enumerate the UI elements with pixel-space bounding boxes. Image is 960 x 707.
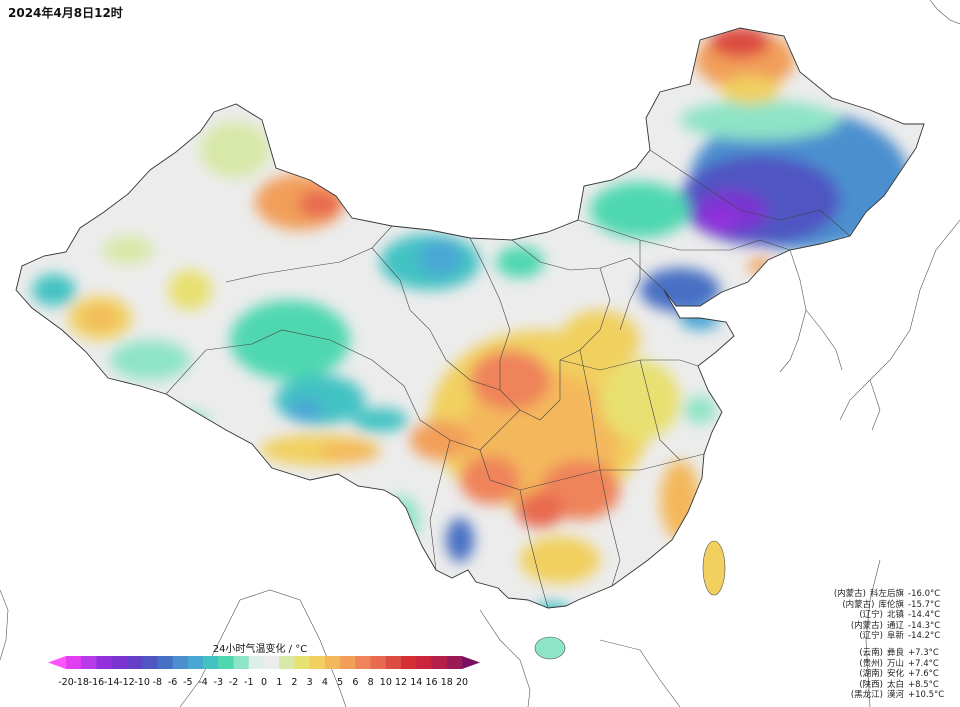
colorbar-swatch	[309, 656, 326, 669]
colorbar-swatch	[355, 656, 372, 669]
colorbar-tick-label: 12	[395, 677, 408, 688]
colorbar-swatch	[111, 656, 128, 669]
colorbar-over-arrow	[462, 656, 480, 669]
colorbar-swatch	[294, 656, 311, 669]
colorbar-tick-label: 1	[276, 677, 283, 688]
colorbar-tick-label: 20	[455, 677, 469, 688]
hainan-island	[534, 636, 566, 660]
colorbar-swatch	[264, 656, 280, 669]
colorbar-tick-label: -2	[228, 677, 239, 688]
colorbar-tick-label: -16	[88, 677, 105, 688]
colorbar-swatch	[96, 656, 113, 669]
colorbar-swatch	[157, 656, 174, 669]
colorbar-tick-label: -12	[119, 677, 135, 688]
colorbar-tick-label: 3	[306, 677, 313, 688]
colorbar-swatch	[385, 656, 402, 669]
colorbar-tick-label: 4	[321, 677, 328, 688]
colorbar-tick-label: -20	[58, 677, 74, 688]
station-row: (黑龙江) 漠河 +10.5°C	[850, 690, 945, 701]
colorbar-tick-label: 0	[260, 677, 268, 688]
colorbar-swatch	[142, 656, 158, 669]
colorbar-tick-label: 6	[352, 677, 359, 688]
province-borders	[165, 149, 851, 609]
china-border	[15, 27, 925, 609]
colorbar-swatch	[81, 656, 97, 669]
colorbar-swatch	[248, 656, 265, 669]
colorbar-swatch	[370, 656, 387, 669]
colorbar-tick-label: 8	[367, 677, 374, 688]
colorbar-tick-label: 2	[291, 677, 298, 688]
colorbar-swatch	[431, 656, 448, 669]
colorbar-swatch	[279, 656, 295, 669]
station-row: (云南) 彝良 +7.3°C	[859, 648, 939, 658]
colorbar-swatch	[416, 656, 433, 669]
station-row: (湖南) 安化 +7.6°C	[859, 669, 939, 680]
colorbar-tick-label: -5	[183, 677, 193, 688]
colorbar-tick-label: -1	[244, 677, 254, 688]
colorbar-swatch	[218, 656, 235, 669]
station-row: (贵州) 万山 +7.4°C	[859, 658, 939, 669]
map-title: 2024年4月8日12时	[8, 6, 123, 20]
legend-colorbar	[48, 656, 480, 669]
taiwan-island	[702, 540, 726, 596]
colorbar-tick-label: -8	[152, 677, 163, 688]
colorbar-tick-label: 18	[440, 677, 453, 688]
colorbar-tick-label: 10	[379, 677, 392, 688]
station-row: (辽宁) 阜新 -14.2°C	[859, 631, 941, 642]
colorbar-tick-label: -18	[73, 677, 89, 688]
station-row: (内蒙古) 库伦旗 -15.7°C	[842, 599, 941, 610]
colorbar-tick-label: -3	[213, 677, 224, 688]
colorbar-swatch	[187, 656, 204, 669]
warm-stations-list: (云南) 彝良 +7.3°C (贵州) 万山 +7.4°C (湖南) 安化 +7.6°C (…	[847, 648, 952, 701]
colorbar-swatch	[66, 656, 82, 669]
colorbar-tick-label: -4	[198, 677, 208, 688]
colorbar-swatch	[340, 656, 356, 669]
colorbar-tick-label: -6	[167, 677, 178, 688]
station-row: (内蒙古) 通辽 -14.3°C	[850, 620, 941, 631]
colorbar-under-arrow	[48, 656, 66, 669]
station-row: (陕西) 太白 +8.5°C	[859, 679, 939, 690]
colorbar-swatch	[401, 656, 417, 669]
colorbar-tick-label: 5	[337, 677, 344, 688]
colorbar-swatch	[126, 656, 143, 669]
colorbar-tick-label: 14	[410, 677, 423, 688]
colorbar-tick-label: -14	[103, 677, 120, 688]
colorbar-swatch	[233, 656, 250, 669]
colorbar-swatch	[203, 656, 219, 669]
station-row: (辽宁) 北镇 -14.4°C	[859, 610, 941, 621]
colorbar-tick-label: 16	[425, 677, 438, 688]
colorbar-tick-label: -10	[134, 677, 150, 688]
cold-stations-list: (内蒙古) 科左后旗 -16.0°C (内蒙古) 库伦旗 -15.7°C (辽宁) 北镇 -…	[830, 589, 952, 642]
station-row: (内蒙古) 科左后旗 -16.0°C	[833, 589, 941, 599]
colorbar-swatch	[324, 656, 341, 669]
colorbar-swatch	[172, 656, 189, 669]
legend-title: 24小时气温变化 / °C	[212, 644, 308, 655]
colorbar-swatch	[446, 656, 463, 669]
